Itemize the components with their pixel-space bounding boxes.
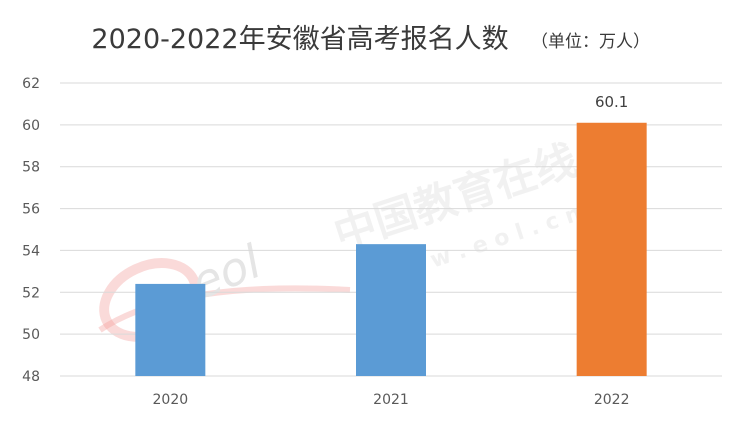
- data-label: 60.1: [595, 93, 628, 111]
- bars: [135, 122, 647, 376]
- y-tick-label: 54: [22, 243, 40, 259]
- data-labels: 60.1: [595, 93, 628, 111]
- y-tick-label: 62: [22, 76, 40, 92]
- y-tick-label: 58: [22, 160, 40, 176]
- y-tick-label: 60: [22, 118, 40, 134]
- x-tick-label: 2020: [153, 392, 189, 408]
- y-tick-label: 56: [22, 202, 40, 218]
- y-axis-ticks: 48 50 52 54 56 58 60 62: [22, 76, 40, 385]
- y-tick-label: 48: [22, 369, 40, 385]
- x-tick-label: 2022: [594, 392, 630, 408]
- y-tick-label: 50: [22, 327, 40, 343]
- chart-title: 2020-2022年安徽省高考报名人数: [91, 24, 508, 55]
- bar-2020: [135, 283, 206, 376]
- x-tick-label: 2021: [373, 392, 409, 408]
- x-axis-labels: 2020 2021 2022: [153, 392, 630, 408]
- y-tick-label: 52: [22, 285, 40, 301]
- bar-2021: [356, 244, 426, 376]
- bar-2022: [576, 122, 647, 376]
- chart-unit-note: （单位：万人）: [531, 32, 650, 52]
